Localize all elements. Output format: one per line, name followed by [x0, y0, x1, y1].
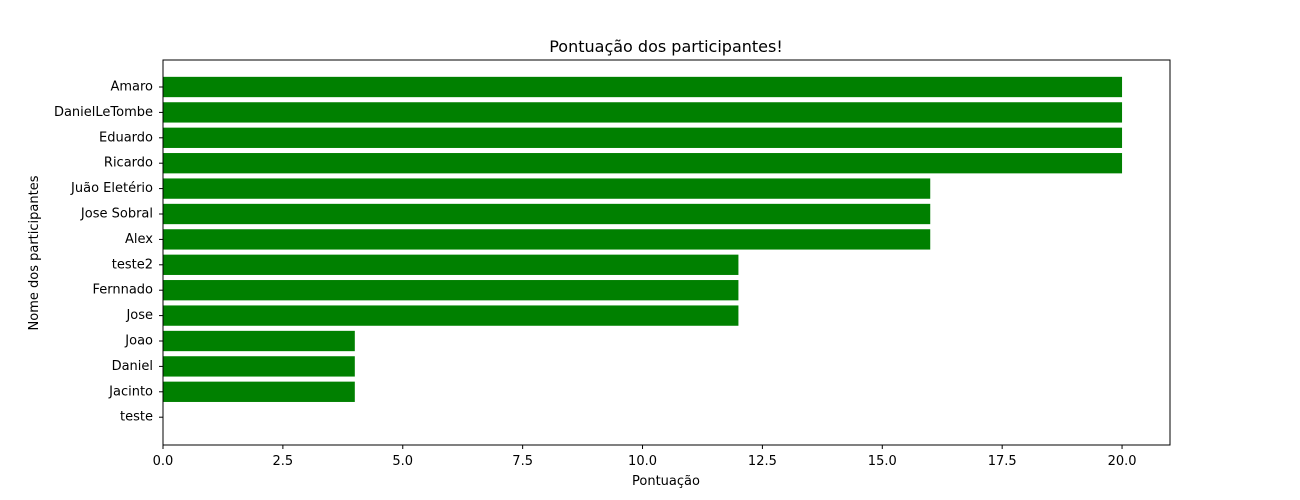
bar: [163, 280, 739, 301]
y-axis-ticks: Amaro DanielLeTombe Eduardo Ricardo Juão Ele…: [54, 80, 163, 425]
bar: [163, 178, 931, 199]
x-tick-label: 2.5: [273, 454, 294, 469]
y-tick-label: Fernnado: [92, 283, 153, 298]
bar: [163, 356, 355, 377]
bar: [163, 305, 739, 326]
y-tick-label: Alex: [125, 232, 153, 247]
bar: [163, 381, 355, 402]
x-axis-ticks: 0.0 2.5 5.0 7.5 10.0 12.5 15.0 17.5 20.0: [153, 445, 1137, 469]
y-tick-label: Jacinto: [108, 384, 153, 399]
chart-title: Pontuação dos participantes!: [549, 37, 783, 56]
bar: [163, 229, 931, 250]
y-tick-label: DanielLeTombe: [54, 105, 153, 120]
y-tick-label: Daniel: [112, 359, 153, 374]
x-tick-label: 20.0: [1108, 454, 1137, 469]
bar: [163, 254, 739, 275]
y-tick-label: teste: [120, 410, 153, 425]
y-tick-label: Amaro: [110, 80, 153, 95]
y-tick-label: Jose Sobral: [80, 207, 153, 222]
x-tick-label: 0.0: [153, 454, 174, 469]
y-tick-label: Joao: [124, 334, 153, 349]
y-tick-label: teste2: [112, 257, 153, 272]
plot-frame: [162, 59, 1171, 446]
y-axis-label: Nome dos participantes: [27, 175, 42, 330]
x-tick-label: 5.0: [392, 454, 413, 469]
y-tick-label: Jose: [125, 308, 153, 323]
bar: [163, 102, 1123, 123]
x-tick-label: 12.5: [748, 454, 777, 469]
x-tick-label: 7.5: [512, 454, 533, 469]
bar: [163, 76, 1123, 98]
y-tick-label: Eduardo: [99, 130, 153, 145]
x-tick-label: 17.5: [988, 454, 1017, 469]
bars-group: [163, 76, 1123, 402]
bar: [163, 153, 1123, 174]
bar: [163, 127, 1123, 148]
bar: [163, 330, 355, 352]
x-axis-label: Pontuação: [632, 474, 700, 489]
x-tick-label: 15.0: [868, 454, 897, 469]
x-tick-label: 10.0: [628, 454, 657, 469]
y-tick-label: Ricardo: [104, 156, 153, 171]
y-tick-label: Juão Eletério: [70, 181, 153, 196]
bar: [163, 203, 931, 225]
